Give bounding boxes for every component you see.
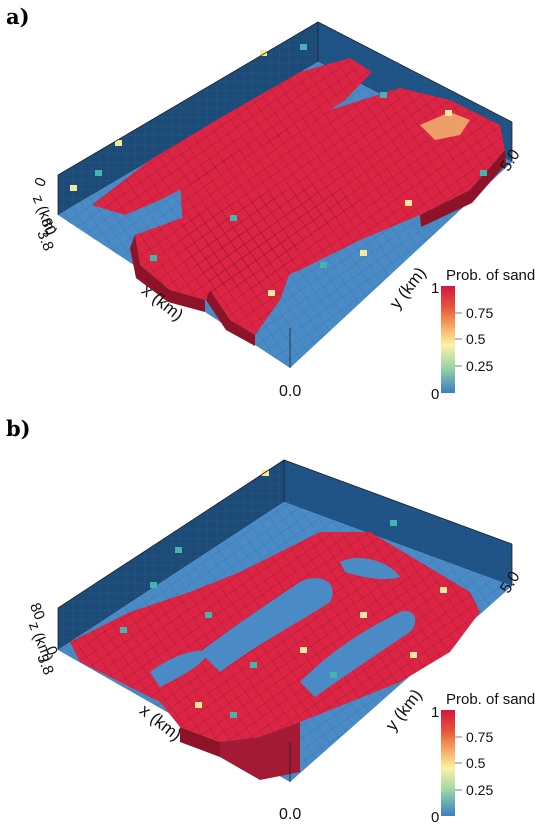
box-edges	[57, 459, 513, 782]
panel-a: a)	[0, 0, 557, 412]
colorbar-tick: 1	[431, 704, 439, 721]
x-zero-tick: 0.0	[279, 806, 301, 823]
colorbar-title: Prob. of sand	[446, 691, 535, 708]
colorbar-tick: 0	[431, 386, 439, 403]
sand-bodies	[92, 58, 506, 346]
block-model-3d: 0 z (km) 80 3.8 x (km) 0.0 y (km) 5.0 Pr…	[29, 21, 535, 403]
x-zero-tick: 0.0	[279, 383, 301, 400]
block-model-3d: 80 z (km) 0 3.8 x (km) 0.0 y (km) 5.0 Pr…	[25, 459, 535, 825]
z-tick-80: 80	[26, 600, 48, 622]
colorbar-title: Prob. of sand	[446, 267, 535, 284]
scattered-cells	[70, 44, 487, 296]
z-tick-80: 80	[37, 216, 59, 238]
colorbar-tick: 0.75	[466, 305, 493, 321]
colorbar-tick: 0.25	[466, 358, 493, 374]
sand-bodies	[70, 532, 480, 780]
colorbar-tick: 0.5	[466, 331, 486, 347]
colorbar-tick: 0.75	[466, 729, 493, 745]
colorbar-tick: 0.5	[466, 755, 486, 771]
colorbar-tick: 0	[431, 809, 439, 825]
colorbar-tick: 1	[431, 280, 439, 297]
box-edges	[57, 21, 513, 368]
colorbar: Prob. of sand 1 0.75 0.5 0.25 0	[431, 691, 535, 825]
colorbar: Prob. of sand 1 0.75 0.5 0.25 0	[431, 267, 535, 403]
z-axis-top: 0	[31, 175, 50, 189]
scattered-cells	[120, 470, 447, 718]
panel-label: b)	[6, 416, 31, 441]
panel-label: a)	[6, 4, 30, 29]
z-tick-3-8: 3.8	[33, 652, 57, 678]
colorbar-tick: 0.25	[466, 782, 493, 798]
panel-b: b)	[0, 412, 557, 825]
z-tick-3-8: 3.8	[33, 228, 57, 254]
